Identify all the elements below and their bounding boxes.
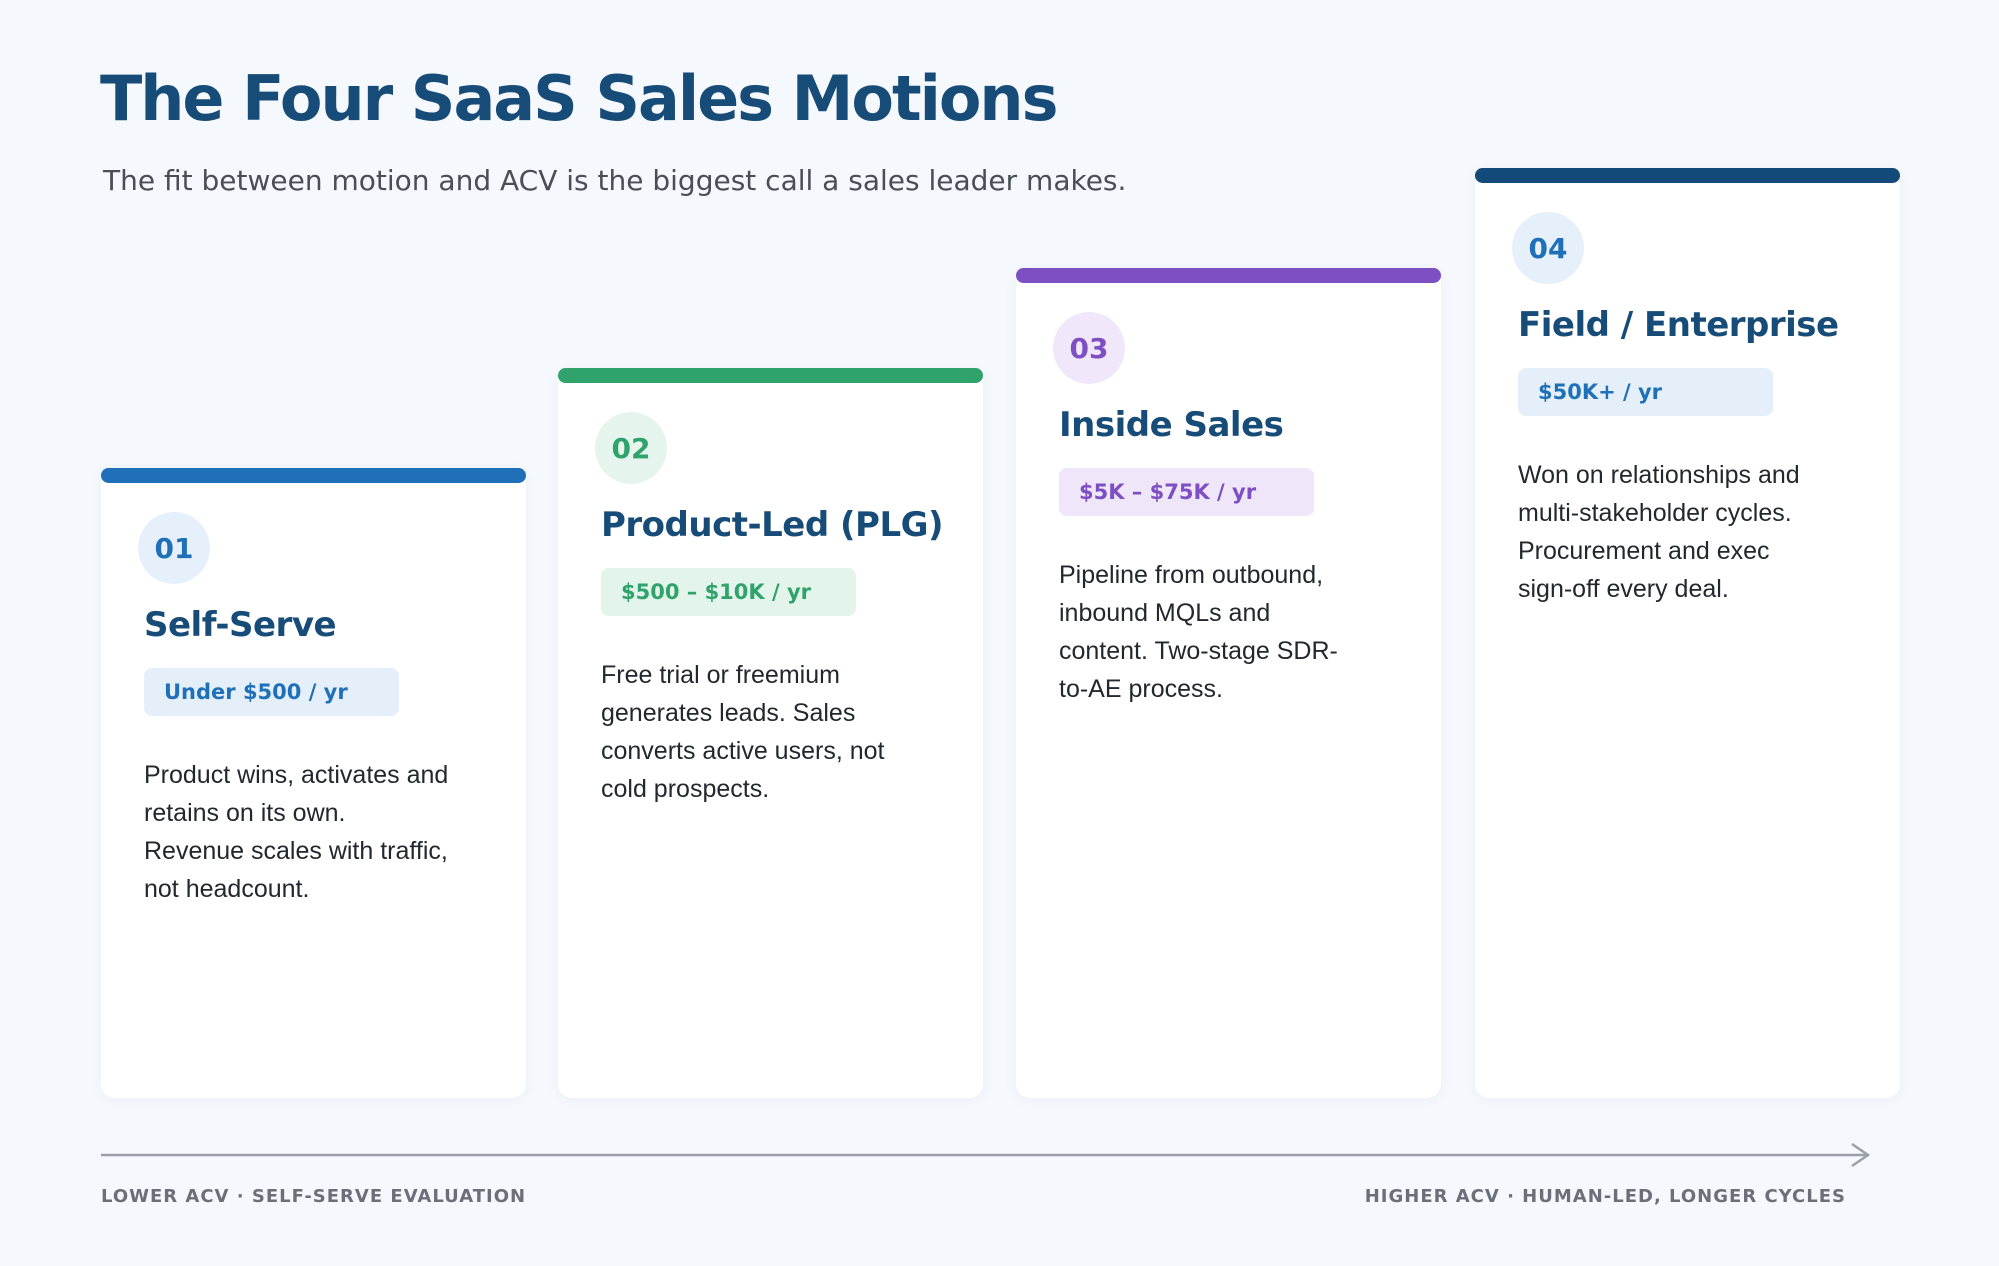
card-description: Pipeline from outbound, inbound MQLs and…	[1059, 561, 1338, 703]
card-accent-bar	[558, 368, 983, 383]
card-description: Won on relationships and multi-stakehold…	[1518, 461, 1800, 603]
card: 02 Product-Led (PLG) $500 – $10K / yr Free …	[558, 368, 983, 1098]
card-price: $5K – $75K / yr	[1059, 468, 1314, 516]
subtitle: The fit between motion and ACV is the bi…	[103, 164, 1127, 197]
card: 04 Field / Enterprise $50K+ / yr Won on rel…	[1475, 168, 1900, 1098]
card-description: Free trial or freemium generates leads. …	[601, 661, 885, 803]
card-accent-bar	[101, 468, 526, 483]
card-name: Field / Enterprise	[1518, 305, 1839, 345]
card-description: Product wins, activates and retains on i…	[144, 761, 449, 903]
card: 01 Self-Serve Under $500 / yr Product wins,…	[101, 468, 526, 1098]
title: The Four SaaS Sales Motions	[100, 62, 1058, 135]
card-accent-bar	[1475, 168, 1900, 183]
card-price: Under $500 / yr	[144, 668, 399, 716]
card-price: $500 – $10K / yr	[601, 568, 856, 616]
card-number: 01	[138, 512, 210, 584]
card-number: 04	[1512, 212, 1584, 284]
card-number: 02	[595, 412, 667, 484]
axis-left-label: LOWER ACV · SELF-SERVE EVALUATION	[101, 1186, 527, 1207]
card-name: Self-Serve	[144, 605, 337, 645]
card-accent-bar	[1016, 268, 1441, 283]
card-name: Inside Sales	[1059, 405, 1284, 445]
card: 03 Inside Sales $5K – $75K / yr Pipeline fr…	[1016, 268, 1441, 1098]
card-price: $50K+ / yr	[1518, 368, 1773, 416]
card-number: 03	[1053, 312, 1125, 384]
axis-right-label: HIGHER ACV · HUMAN-LED, LONGER CYCLES	[1364, 1186, 1846, 1207]
card-name: Product-Led (PLG)	[601, 505, 944, 545]
